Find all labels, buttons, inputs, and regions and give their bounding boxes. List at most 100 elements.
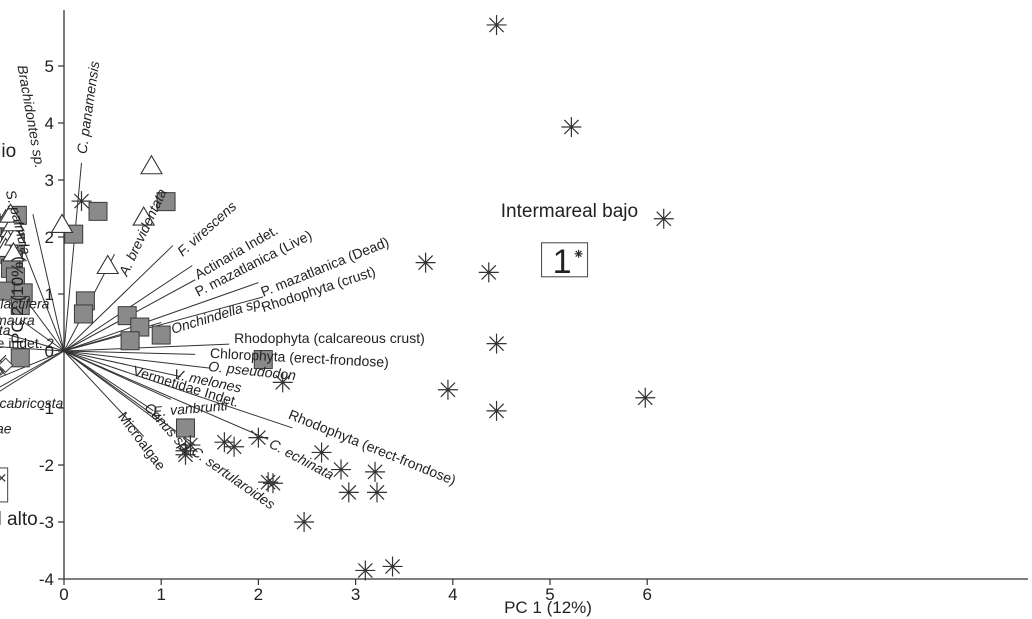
- star-series: [71, 14, 674, 581]
- vector-label: Rhodophyta (erect-frondose): [286, 406, 458, 488]
- vector-label: Brachidontes sp.: [14, 64, 48, 169]
- triangle-marker: [132, 205, 156, 226]
- vector-label: A. brevidentata: [115, 186, 170, 279]
- square-marker: [151, 325, 171, 345]
- x-marker: [0, 354, 7, 376]
- y-tick-label: 2: [45, 228, 54, 247]
- loading-vector: [0, 350, 65, 388]
- x-tick-label: 3: [351, 585, 360, 604]
- triangle-marker: [50, 213, 74, 234]
- y-tick-label: 5: [45, 57, 54, 76]
- vector-label: E. modesta: [0, 322, 11, 338]
- vector-label: M. rhizophorae: [0, 421, 12, 437]
- star-marker: [224, 436, 245, 457]
- loading-vector: [63, 296, 264, 352]
- loading-vector: [32, 214, 65, 352]
- star-small-marker: [574, 249, 583, 258]
- star-marker: [365, 461, 386, 482]
- group-label: Intermareal bajo: [501, 201, 638, 222]
- group-box: [0, 467, 9, 503]
- group-label: Intermareal medio: [0, 141, 16, 162]
- y-tick-label: -1: [39, 399, 54, 418]
- star-marker: [180, 435, 201, 456]
- square-marker: [10, 295, 30, 315]
- loading-vector: [63, 350, 145, 437]
- vector-label: C. panamensis: [73, 60, 102, 155]
- loading-vector: [63, 350, 293, 429]
- loading-vector: [63, 350, 196, 355]
- x-small-marker: [0, 474, 6, 482]
- square-marker: [253, 350, 273, 370]
- triangle-marker: [96, 254, 120, 275]
- triangle-marker: [1, 241, 25, 262]
- star-marker: [272, 372, 293, 393]
- triangle-series: [0, 154, 163, 275]
- loading-vector: [63, 350, 181, 378]
- group-annotations: Intermareal medio 2 -3 Intermareal bajo 1 Int…: [0, 141, 638, 530]
- y-tick-label: -2: [39, 456, 54, 475]
- triangle-marker: [3, 225, 27, 246]
- vector-label: Vermetidae indet. 2: [0, 335, 54, 351]
- x-tick-label: 1: [156, 585, 165, 604]
- y-tick-label: 3: [45, 171, 54, 190]
- vector-label: E. vanbrunti: [152, 397, 229, 420]
- star-marker: [486, 14, 507, 35]
- vector-label: T. stalactifera: [0, 295, 50, 311]
- loading-vector: [63, 245, 174, 352]
- x-tick-label: 4: [448, 585, 457, 604]
- loading-vector: [63, 350, 160, 423]
- square-marker: [156, 192, 176, 212]
- y-tick-label: 0: [45, 342, 54, 361]
- vector-label: C. echinata: [267, 435, 337, 482]
- x-tick-label: 0: [59, 585, 68, 604]
- square-marker: [73, 304, 93, 324]
- loading-vector: [63, 350, 210, 369]
- star-marker: [486, 400, 507, 421]
- star-marker: [635, 387, 656, 408]
- vector-label: C. sertularoides: [189, 443, 278, 512]
- vector-label: Rhodophyta (calcareous crust): [234, 330, 425, 346]
- star-marker: [437, 379, 458, 400]
- group-box-number: 1: [553, 243, 572, 281]
- loading-vectors: [0, 162, 293, 446]
- square-marker: [176, 418, 195, 438]
- star-marker: [175, 444, 196, 465]
- loading-vector: [29, 305, 65, 352]
- loading-vector: [0, 350, 65, 378]
- star-marker: [248, 427, 269, 448]
- square-marker: [10, 348, 30, 368]
- x-series: [0, 354, 7, 376]
- star-marker: [294, 512, 315, 532]
- star-marker: [258, 472, 279, 493]
- triangle-marker: [0, 203, 22, 223]
- loading-vector: [63, 282, 259, 352]
- y-tick-label: -3: [39, 513, 54, 532]
- x-tick-label: 2: [254, 585, 263, 604]
- x-tick-label: 5: [545, 585, 554, 604]
- x-tick-label: 6: [642, 585, 651, 604]
- star-marker: [355, 560, 376, 581]
- diamond-marker: [0, 357, 14, 373]
- loading-vector: [63, 343, 230, 352]
- star-marker: [478, 262, 499, 283]
- sample-points: [0, 14, 674, 581]
- loading-vector: [0, 346, 65, 352]
- x-axis-title: PC 1 (12%): [504, 598, 592, 617]
- star-marker: [338, 482, 359, 503]
- group-label: Intermareal alto: [0, 509, 38, 530]
- loading-vector: [63, 350, 154, 412]
- vector-label: N. scabricosta: [0, 395, 63, 411]
- star-marker: [71, 191, 92, 212]
- y-tick-label: -4: [39, 570, 54, 589]
- star-marker: [262, 473, 283, 494]
- vector-label: S. maura: [0, 312, 35, 328]
- star-marker: [311, 442, 332, 463]
- star-marker: [331, 459, 352, 480]
- y-tick-label: 4: [45, 114, 54, 133]
- star-marker: [653, 208, 674, 229]
- loading-vector: [19, 319, 65, 352]
- star-marker: [366, 482, 387, 503]
